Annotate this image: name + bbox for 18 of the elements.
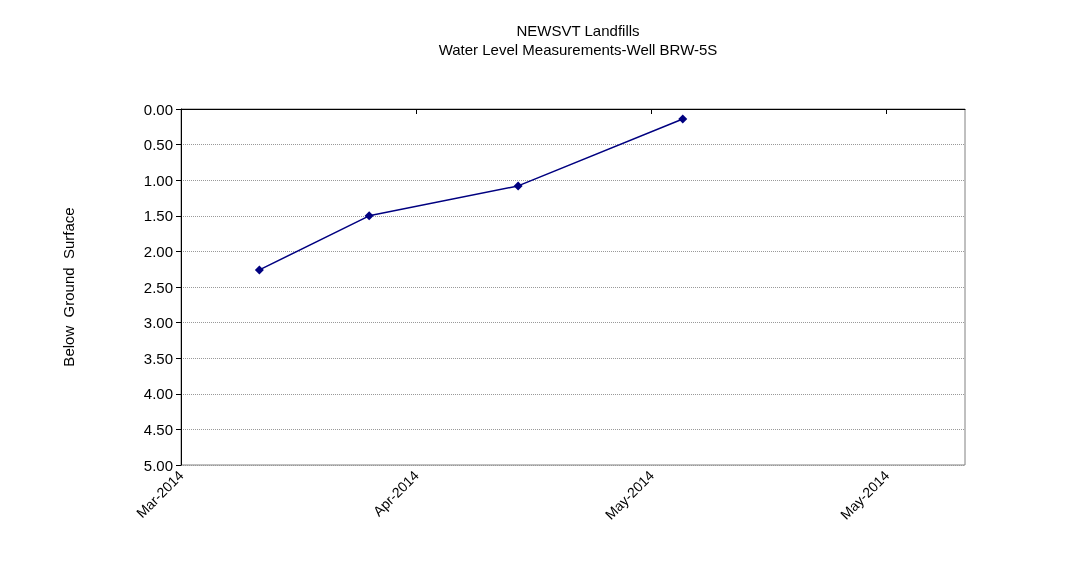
point (678, 114, 688, 124)
y-tick-label: 3.50 (143, 349, 173, 367)
y-tick-label: 1.00 (143, 171, 173, 189)
y-tick-label: 0.00 (143, 100, 173, 118)
y-tick-label: 4.00 (143, 385, 173, 403)
point (364, 211, 374, 221)
y-axis-title: Below Ground Surface (60, 207, 77, 367)
y-tick-label: 0.50 (143, 136, 173, 154)
y-tick-label: 2.50 (143, 278, 173, 296)
y-tick-label: 3.00 (143, 314, 173, 332)
y-tick-label: 4.50 (143, 420, 173, 438)
chart-subtitle: Water Level Measurements-Well BRW-5S (438, 41, 718, 58)
y-tick-label: 1.50 (143, 207, 173, 225)
point (254, 265, 264, 275)
chart-title: NEWSVT Landfills (516, 22, 640, 39)
point (513, 181, 523, 191)
y-tick-label: 2.00 (143, 242, 173, 260)
y-tick-label: 5.00 (143, 456, 173, 474)
